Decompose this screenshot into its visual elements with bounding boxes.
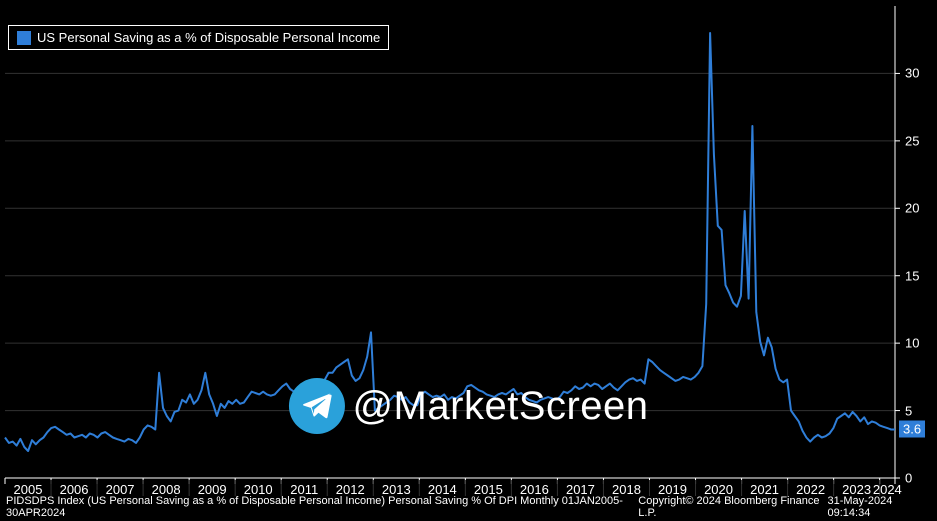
chart-container: US Personal Saving as a % of Disposable … [0, 0, 937, 521]
legend: US Personal Saving as a % of Disposable … [8, 25, 389, 50]
chart-plot [0, 0, 937, 521]
data-line [5, 33, 895, 451]
y-tick-label: 25 [905, 133, 919, 148]
last-value-badge: 3.6 [899, 421, 925, 438]
y-tick-label: 30 [905, 66, 919, 81]
y-tick-label: 10 [905, 336, 919, 351]
footer-right: 31-May-2024 09:14:34 [828, 495, 932, 519]
y-tick-label: 20 [905, 201, 919, 216]
legend-swatch [17, 31, 31, 45]
last-value-text: 3.6 [903, 422, 921, 437]
footer-left: PIDSDPS Index (US Personal Saving as a %… [6, 495, 638, 519]
legend-label: US Personal Saving as a % of Disposable … [37, 30, 380, 45]
y-tick-label: 15 [905, 268, 919, 283]
y-tick-label: 5 [905, 403, 912, 418]
y-tick-label: 0 [905, 471, 912, 486]
footer-center: Copyright© 2024 Bloomberg Finance L.P. [638, 495, 827, 519]
footer-bar: PIDSDPS Index (US Personal Saving as a %… [0, 493, 937, 521]
